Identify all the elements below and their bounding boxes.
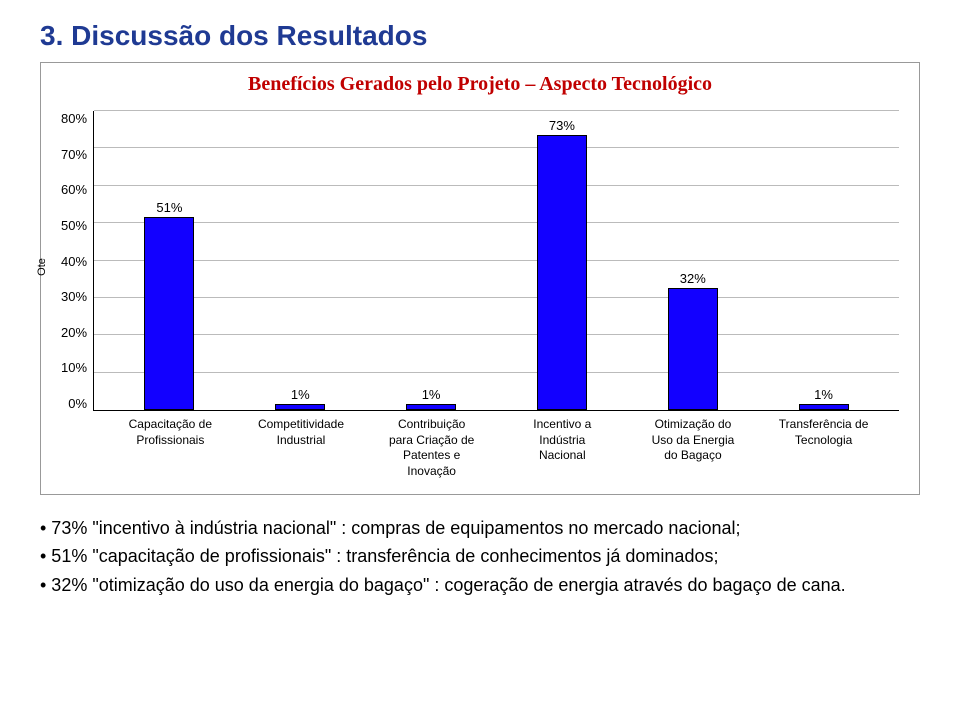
ytick: 80% [61,111,87,126]
x-axis-label: Incentivo a Indústria Nacional [517,417,607,479]
ytick: 0% [68,396,87,411]
page-title: 3. Discussão dos Resultados [40,20,920,52]
bar-column: 32% [648,111,738,410]
bar [799,404,849,410]
bar-column: 1% [255,111,345,410]
ytick: 10% [61,360,87,375]
x-axis-label: Contribuição para Criação de Patentes e … [387,417,477,479]
bullet-list: • 73% "incentivo à indústria nacional" :… [40,515,920,597]
bar-column: 73% [517,111,607,410]
y-axis-labels: Ote 80% 70% 60% 50% 40% 30% 20% 10% 0% [61,111,93,411]
ytick: 70% [61,147,87,162]
bar-value-label: 1% [291,387,310,402]
bullet-item: • 73% "incentivo à indústria nacional" :… [40,515,920,541]
bar [275,404,325,410]
x-axis-labels: Capacitação de Profissionais Competitivid… [61,411,899,479]
chart-container: Benefícios Gerados pelo Projeto – Aspect… [40,62,920,495]
bar [537,135,587,410]
bar-value-label: 1% [422,387,441,402]
bullet-item: • 32% "otimização do uso da energia do b… [40,572,920,598]
x-axis-label: Otimização do Uso da Energia do Bagaço [648,417,738,479]
bar [144,217,194,410]
bullet-item: • 51% "capacitação de profissionais" : t… [40,543,920,569]
ytick: 40% [61,254,87,269]
chart-area: Ote 80% 70% 60% 50% 40% 30% 20% 10% 0% 5… [61,111,899,411]
ytick: 20% [61,325,87,340]
x-axis-label: Capacitação de Profissionais [125,417,215,479]
bar-value-label: 73% [549,118,575,133]
y-axis-title: Ote [36,258,48,276]
bar [668,288,718,410]
bar-value-label: 32% [680,271,706,286]
x-axis-label: Transferência de Tecnologia [779,417,869,479]
ytick: 60% [61,182,87,197]
plot-area: 51% 1% 1% 73% 32% 1% [93,111,899,411]
ytick: 30% [61,289,87,304]
bar-column: 51% [124,111,214,410]
ytick: 50% [61,218,87,233]
bar-value-label: 1% [814,387,833,402]
bar-value-label: 51% [156,200,182,215]
bar-column: 1% [779,111,869,410]
bar-column: 1% [386,111,476,410]
bar [406,404,456,410]
x-axis-label: Competitividade Industrial [256,417,346,479]
chart-title: Benefícios Gerados pelo Projeto – Aspect… [61,73,899,96]
